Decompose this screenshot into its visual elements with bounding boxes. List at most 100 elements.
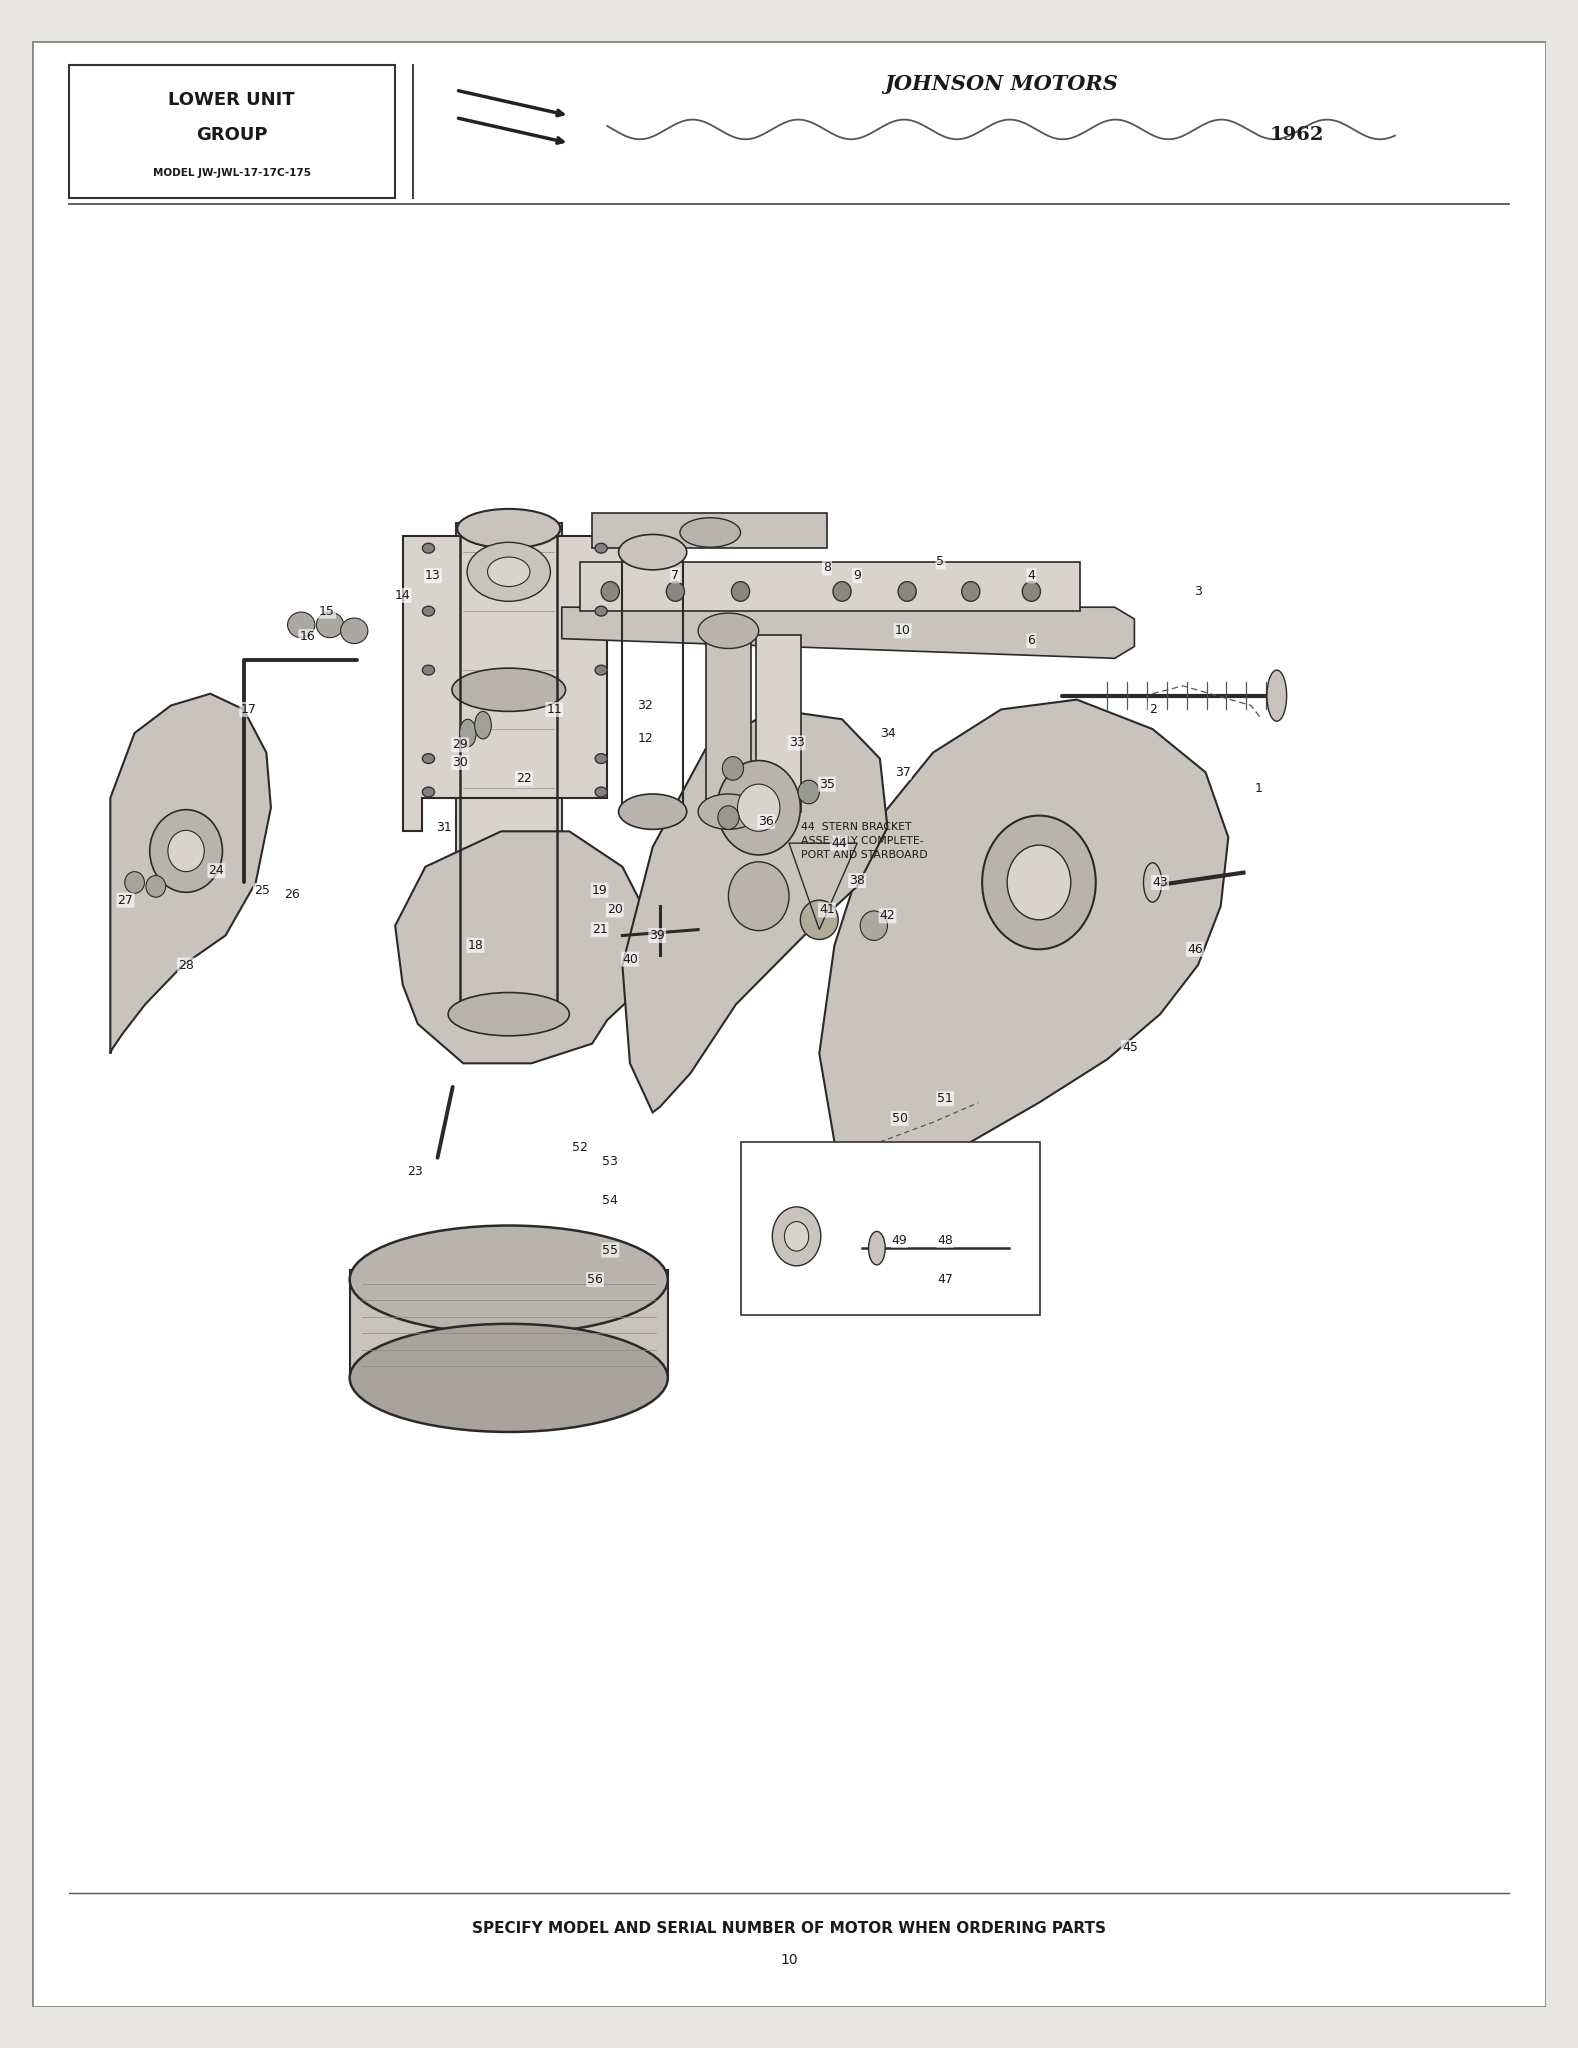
Text: 11: 11	[546, 702, 562, 717]
Text: 17: 17	[240, 702, 256, 717]
Ellipse shape	[451, 668, 565, 711]
Ellipse shape	[961, 582, 980, 602]
Text: 48: 48	[937, 1233, 953, 1247]
Polygon shape	[819, 700, 1228, 1192]
Text: 47: 47	[937, 1274, 953, 1286]
Ellipse shape	[145, 877, 166, 897]
Text: 9: 9	[854, 569, 862, 582]
Text: 49: 49	[892, 1233, 907, 1247]
Text: 13: 13	[424, 569, 440, 582]
Text: 52: 52	[571, 1141, 589, 1155]
Text: 34: 34	[879, 727, 895, 739]
Ellipse shape	[784, 1221, 808, 1251]
Text: 8: 8	[822, 561, 832, 573]
Text: SPECIFY MODEL AND SERIAL NUMBER OF MOTOR WHEN ORDERING PARTS: SPECIFY MODEL AND SERIAL NUMBER OF MOTOR…	[472, 1921, 1106, 1935]
Bar	[581, 561, 1079, 610]
Ellipse shape	[697, 612, 759, 649]
Text: 38: 38	[849, 874, 865, 887]
Text: 27: 27	[117, 893, 134, 907]
Text: 14: 14	[394, 590, 410, 602]
Ellipse shape	[475, 711, 491, 739]
Text: LOWER UNIT: LOWER UNIT	[169, 90, 295, 109]
Ellipse shape	[150, 809, 222, 893]
Text: 26: 26	[284, 887, 300, 901]
Ellipse shape	[488, 557, 530, 586]
FancyBboxPatch shape	[69, 66, 395, 199]
Ellipse shape	[697, 795, 759, 829]
Ellipse shape	[595, 606, 608, 616]
Text: 24: 24	[208, 864, 224, 877]
Polygon shape	[402, 537, 630, 831]
Ellipse shape	[737, 784, 780, 831]
Ellipse shape	[860, 911, 887, 940]
Ellipse shape	[467, 543, 551, 602]
Text: 36: 36	[759, 815, 775, 827]
Polygon shape	[622, 709, 887, 1112]
Ellipse shape	[448, 993, 570, 1036]
Text: MODEL JW-JWL-17-17C-175: MODEL JW-JWL-17-17C-175	[153, 168, 311, 178]
Text: 25: 25	[254, 885, 270, 897]
Text: 39: 39	[649, 930, 664, 942]
Ellipse shape	[423, 666, 434, 676]
FancyBboxPatch shape	[32, 41, 1546, 2007]
Ellipse shape	[125, 872, 145, 893]
Text: JOHNSON MOTORS: JOHNSON MOTORS	[884, 74, 1119, 94]
Text: 10: 10	[780, 1954, 798, 1966]
Polygon shape	[110, 694, 271, 1053]
Text: GROUP: GROUP	[196, 127, 267, 143]
Bar	[592, 512, 827, 549]
Ellipse shape	[341, 618, 368, 643]
Text: 41: 41	[819, 903, 835, 915]
Text: 31: 31	[436, 821, 451, 834]
Ellipse shape	[729, 862, 789, 930]
Ellipse shape	[458, 508, 560, 549]
Ellipse shape	[423, 786, 434, 797]
Polygon shape	[394, 831, 653, 1063]
Polygon shape	[456, 522, 562, 1024]
Text: 1: 1	[1255, 782, 1262, 795]
Ellipse shape	[423, 606, 434, 616]
Text: 12: 12	[638, 733, 653, 745]
Ellipse shape	[1023, 582, 1040, 602]
Ellipse shape	[595, 786, 608, 797]
Text: 45: 45	[1122, 1040, 1138, 1055]
Text: 4: 4	[1027, 569, 1035, 582]
Text: 1962: 1962	[1269, 127, 1324, 143]
Text: 54: 54	[603, 1194, 619, 1208]
Text: 37: 37	[895, 766, 911, 778]
Text: 55: 55	[603, 1243, 619, 1257]
Text: 43: 43	[1152, 877, 1168, 889]
Ellipse shape	[167, 829, 204, 872]
Ellipse shape	[595, 754, 608, 764]
Ellipse shape	[1267, 670, 1286, 721]
Ellipse shape	[619, 795, 686, 829]
Text: 18: 18	[467, 938, 483, 952]
Text: 42: 42	[879, 909, 895, 922]
Text: 53: 53	[603, 1155, 619, 1167]
Text: 29: 29	[453, 739, 469, 752]
Polygon shape	[562, 606, 1135, 657]
Ellipse shape	[868, 1231, 885, 1266]
Bar	[756, 635, 802, 811]
Text: 20: 20	[608, 903, 623, 915]
Ellipse shape	[716, 760, 800, 854]
Ellipse shape	[1007, 846, 1071, 920]
Text: 32: 32	[638, 698, 653, 713]
Text: 5: 5	[936, 555, 945, 569]
Text: 2: 2	[1149, 702, 1157, 717]
Text: 15: 15	[319, 604, 335, 618]
Text: 50: 50	[892, 1112, 907, 1124]
Ellipse shape	[423, 754, 434, 764]
Text: 22: 22	[516, 772, 532, 784]
FancyBboxPatch shape	[740, 1143, 1040, 1315]
Ellipse shape	[898, 582, 917, 602]
Text: 28: 28	[178, 958, 194, 971]
Ellipse shape	[619, 535, 686, 569]
Ellipse shape	[595, 543, 608, 553]
Text: 6: 6	[1027, 635, 1035, 647]
Text: 46: 46	[1187, 942, 1202, 956]
Text: 30: 30	[453, 756, 469, 768]
Ellipse shape	[800, 901, 838, 940]
Text: 44  STERN BRACKET
ASSEMBLY COMPLETE-
PORT AND STARBOARD: 44 STERN BRACKET ASSEMBLY COMPLETE- PORT…	[802, 821, 928, 860]
Text: 23: 23	[407, 1165, 423, 1178]
